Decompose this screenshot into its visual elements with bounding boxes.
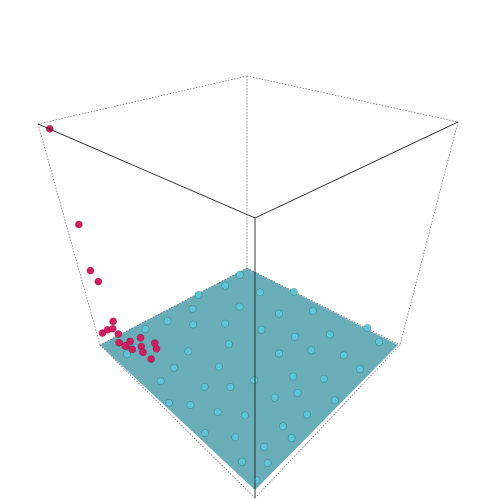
point [86,266,95,275]
edge [37,123,256,219]
points [45,124,383,485]
edge [399,121,459,346]
point [260,442,269,451]
edge [99,344,256,499]
point [275,309,283,318]
point [189,320,198,329]
point [215,362,223,371]
point [256,288,264,297]
point [200,382,209,391]
edge [37,75,248,125]
point [141,325,150,334]
point [290,332,299,341]
point [213,408,222,416]
cube-edges [37,75,459,346]
point [194,291,203,299]
point [170,363,178,372]
point [163,317,172,325]
edge [254,121,459,219]
point [108,324,117,333]
point [355,365,364,373]
point [184,347,193,356]
point [363,323,372,332]
point [290,287,298,296]
point [136,333,145,342]
point [375,337,383,346]
point [238,457,246,466]
point [165,398,173,407]
point [303,410,311,419]
point [250,376,259,385]
point [325,330,334,339]
point [231,433,240,442]
point [275,349,283,358]
point [289,372,298,381]
point [293,389,302,397]
point [330,396,339,405]
point [224,340,233,349]
point [201,429,209,437]
front-edges [37,121,459,499]
point [121,342,130,350]
point [188,304,197,313]
point [257,325,266,334]
edge [254,344,401,499]
point [339,351,348,360]
point [156,377,165,386]
point [221,319,229,328]
point [139,348,147,357]
point [307,346,316,355]
edge [99,267,248,346]
point [241,411,249,420]
point [226,383,235,391]
point [263,459,272,467]
point [186,401,195,409]
point [123,350,132,359]
floor [100,268,398,490]
point [109,317,118,326]
point [309,306,317,315]
edge [37,123,101,346]
point [279,422,287,431]
point [126,337,134,346]
point [235,302,244,311]
point [287,434,296,442]
point [114,330,123,338]
point [252,476,261,485]
point [235,270,244,279]
point [74,220,83,229]
point [94,277,103,286]
point [270,393,279,402]
point [221,281,230,290]
point [319,374,328,383]
point [147,355,156,363]
point [128,345,137,354]
point [150,339,159,348]
point [115,338,123,347]
edge [246,75,459,123]
